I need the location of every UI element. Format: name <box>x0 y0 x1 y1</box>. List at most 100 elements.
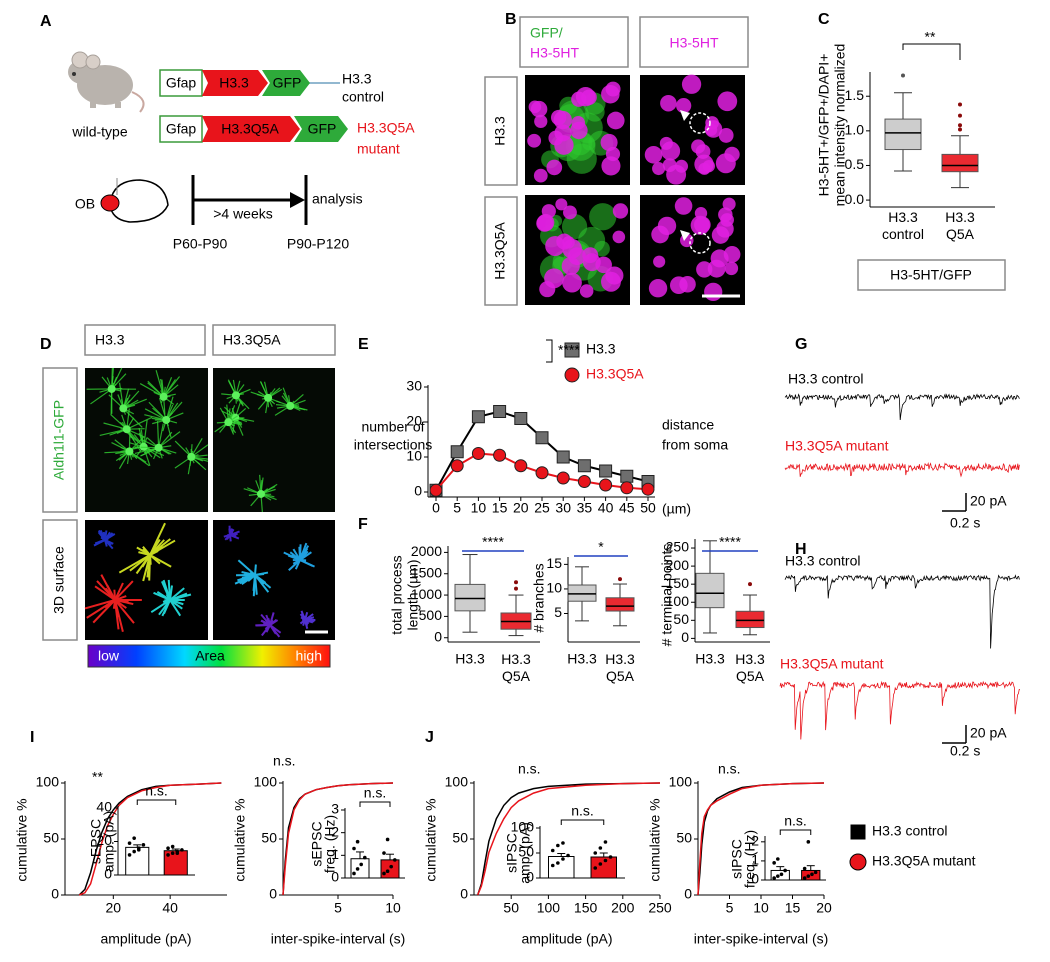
y-tick-label: 5 <box>554 604 562 620</box>
data-point <box>170 844 175 849</box>
x-tick-label: H3.3 Q5A <box>605 651 635 684</box>
age-label: P60-P90 <box>173 236 228 252</box>
y-tick-label: 0 <box>414 483 422 499</box>
cumulative-curve <box>697 782 825 896</box>
x-axis-label: distance <box>662 417 714 433</box>
y-axis-label: sEPSC <box>88 819 104 864</box>
y-axis-label: cumulative % <box>423 798 439 881</box>
x-tick-label: 50 <box>503 900 519 916</box>
y-tick-label: 1000 <box>411 586 442 602</box>
arrowhead <box>680 110 690 121</box>
nucleus <box>676 97 692 114</box>
header: H3-5HT <box>530 45 579 61</box>
data-point <box>127 841 132 845</box>
significance-bracket <box>779 829 812 835</box>
y-axis-label: # terminal points <box>659 544 675 647</box>
y-tick-label: 10 <box>546 580 562 596</box>
data-point <box>550 848 555 853</box>
data-point <box>566 853 570 858</box>
trace-label: H3.3Q5A mutant <box>780 656 884 672</box>
annotation: n.s. <box>784 813 807 829</box>
bar <box>380 859 400 879</box>
nucleus <box>707 259 726 278</box>
marker <box>577 459 591 473</box>
y-axis-label: # branches <box>531 563 547 632</box>
outlier <box>958 113 962 118</box>
y-tick-label: 20 <box>96 832 112 848</box>
x-tick-label: 15 <box>785 900 801 916</box>
astrocyte-soma <box>125 447 134 456</box>
promoter: Gfap <box>166 121 197 137</box>
nucleus <box>563 205 577 220</box>
y-tick-label: 0 <box>751 871 759 887</box>
y-tick-label: 200 <box>666 557 690 573</box>
surface-process <box>267 618 271 626</box>
data-point <box>561 841 565 845</box>
data-point <box>141 843 146 847</box>
cumulative-curve <box>282 782 394 896</box>
annotation: **** <box>719 534 741 550</box>
box <box>695 572 725 609</box>
data-point <box>352 871 356 876</box>
nucleus <box>548 130 564 146</box>
column-label: H3.3Q5A <box>223 332 281 348</box>
panel-letter: D <box>40 336 52 353</box>
mouse-icon <box>68 51 145 113</box>
y-axis-label: cumulative % <box>232 798 248 881</box>
surface-process <box>304 619 309 626</box>
y-tick-label: 0 <box>526 869 534 885</box>
nucleus <box>653 255 666 268</box>
construct: Gfap H3.3 GFP <box>159 69 340 97</box>
data-point <box>352 846 356 851</box>
astrocyte-soma <box>162 415 171 424</box>
x-tick-label: H3.3 Q5A <box>945 209 975 242</box>
data-point <box>166 853 170 857</box>
panel-letter: H <box>795 541 807 558</box>
y-tick-label: 50 <box>261 830 277 846</box>
surface-process <box>229 532 234 536</box>
surface-process <box>135 554 151 575</box>
nucleus <box>644 145 663 164</box>
data-point <box>363 855 367 860</box>
box <box>941 153 979 173</box>
gene: H3.3Q5A <box>221 121 279 137</box>
y-axis-label: total process <box>389 555 405 634</box>
x-tick-label: 10 <box>753 900 769 916</box>
legend-marker <box>849 853 867 871</box>
nucleus <box>541 204 556 219</box>
x-tick-label: 200 <box>611 900 635 916</box>
data-point <box>783 868 787 873</box>
colorbar <box>87 644 331 668</box>
data-point <box>802 866 807 871</box>
scale-label: 0.2 s <box>950 515 980 531</box>
y-tick-label: 0.0 <box>845 191 865 207</box>
surface-process <box>169 599 179 604</box>
y-axis-label: cumulative % <box>14 798 30 881</box>
y-axis-label: sEPSC <box>309 821 325 866</box>
surface-process <box>169 599 182 617</box>
header-box <box>639 16 749 68</box>
surface-process <box>129 554 151 572</box>
data-point <box>382 851 386 855</box>
legend-marker <box>564 367 580 383</box>
trace-label: H3.3Q5A mutant <box>785 438 889 454</box>
panel-letter: F <box>358 516 368 533</box>
nucleus <box>536 214 554 232</box>
nucleus <box>705 116 719 130</box>
marker <box>450 445 464 459</box>
surface-process <box>86 599 116 619</box>
y-tick-label: 2000 <box>411 543 442 559</box>
scale-bar <box>942 725 967 744</box>
data-point <box>136 848 141 852</box>
row-label: H3.3 <box>492 116 508 146</box>
nucleus <box>600 133 618 151</box>
gfp-signal <box>589 203 617 231</box>
annotation: **** <box>558 342 580 358</box>
nucleus <box>555 198 568 211</box>
micrographs <box>525 74 745 305</box>
surface-process <box>149 539 176 556</box>
panel-letter: A <box>40 13 52 30</box>
nucleus <box>660 94 677 112</box>
y-tick-label: 100 <box>254 774 278 790</box>
